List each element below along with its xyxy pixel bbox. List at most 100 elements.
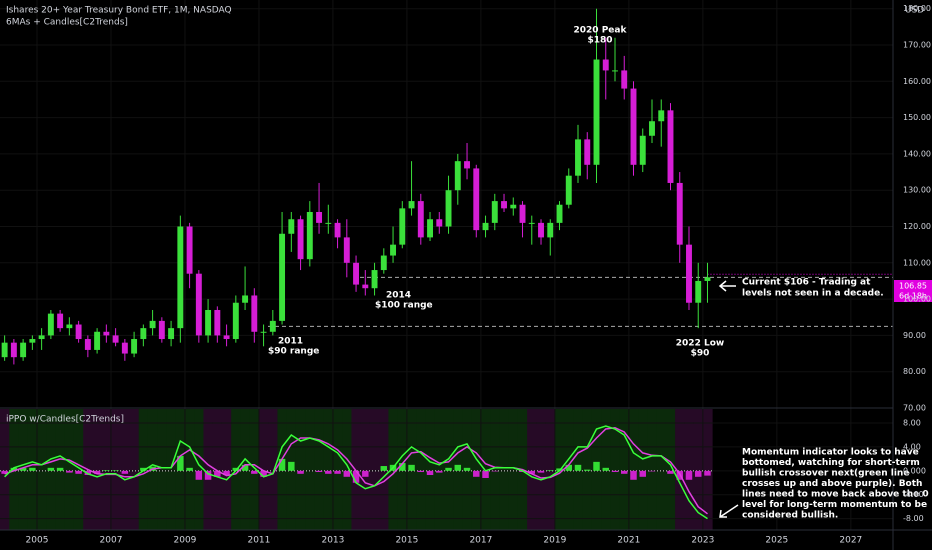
candle-body: [242, 295, 249, 303]
histogram-bar: [47, 467, 55, 471]
trend-zone: [369, 409, 380, 530]
candle-body: [399, 208, 406, 245]
candle-body: [380, 255, 387, 271]
annotation: levels not seen in a decade.: [742, 289, 884, 299]
trend-zone: [536, 409, 547, 530]
candle-body: [103, 331, 110, 336]
trend-zone: [110, 409, 121, 530]
candle-body: [140, 328, 147, 340]
candle-body: [667, 110, 674, 183]
histogram-bar: [352, 470, 360, 483]
histogram-bar: [325, 470, 332, 474]
candle-body: [10, 342, 17, 358]
trend-zone: [194, 409, 204, 530]
candle-body: [464, 161, 470, 169]
histogram-bar: [186, 467, 193, 471]
histogram-bar: [602, 467, 609, 471]
candle-body: [445, 190, 452, 227]
histogram-bar: [491, 470, 499, 472]
trend-zone: [221, 409, 232, 530]
note-line: lines need to move back above the 0: [742, 490, 929, 500]
histogram-bar: [278, 458, 286, 471]
trend-zone: [471, 409, 482, 530]
trend-zone: [675, 409, 685, 530]
y-tick-label: 180.00: [903, 4, 931, 13]
trend-zone: [416, 409, 426, 530]
annotation: $180: [587, 36, 612, 46]
candle-body: [1, 342, 8, 358]
trend-zone: [610, 409, 621, 530]
trend-zone: [508, 409, 519, 530]
histogram-bar: [232, 467, 240, 471]
candle-body: [343, 237, 350, 263]
y-tick-label: 0.000: [903, 466, 926, 475]
chart-title: Ishares 20+ Year Treasury Bond ETF, 1M, …: [6, 6, 232, 16]
x-tick-label: 2021: [617, 536, 640, 546]
candle-body: [195, 273, 202, 336]
histogram-bar: [621, 470, 628, 474]
candle-body: [390, 244, 397, 256]
trend-zone: [129, 409, 140, 530]
histogram-bar: [639, 470, 646, 477]
x-tick-label: 2005: [26, 536, 49, 546]
candle-body: [288, 219, 295, 234]
histogram-bar: [565, 464, 572, 471]
candle-body: [371, 270, 378, 289]
histogram-bar: [426, 470, 434, 476]
trend-zone: [314, 409, 325, 530]
candle-body: [658, 110, 665, 122]
candle-body: [491, 201, 498, 223]
trend-zone: [157, 409, 167, 530]
candle-body: [417, 201, 424, 238]
histogram-bar: [648, 470, 656, 472]
trend-zone: [249, 409, 260, 530]
note-line: bottomed, watching for short-term: [742, 458, 920, 468]
candle-body: [501, 201, 507, 209]
candle-body: [547, 222, 554, 238]
note-line: level for long-term momentum to be: [742, 500, 927, 510]
countdown: 6d 18h: [899, 292, 927, 301]
candle-body: [214, 309, 221, 336]
candle-body: [649, 121, 655, 136]
candle-body: [602, 59, 609, 71]
x-tick-label: 2013: [321, 536, 344, 546]
y-tick-label: 4.00: [903, 442, 921, 451]
candle-body: [297, 219, 304, 260]
histogram-bar: [112, 470, 119, 471]
trend-zone: [323, 409, 334, 530]
candle-body: [353, 262, 360, 285]
chart-subtitle: 6MAs + Candles[C2Trends]: [6, 18, 128, 28]
trend-zone: [545, 409, 556, 530]
trend-zone: [351, 409, 362, 530]
candle-body: [306, 211, 313, 260]
trend-zone: [0, 409, 10, 530]
trend-zone: [527, 409, 537, 530]
candle-body: [112, 335, 119, 343]
candle-body: [121, 342, 128, 354]
candle-body: [251, 295, 258, 332]
candle-body: [482, 222, 489, 231]
trend-zone: [693, 409, 704, 530]
y-tick-label: 8.00: [903, 419, 921, 428]
trend-zone: [305, 409, 315, 530]
histogram-bar: [315, 470, 323, 473]
candle-body: [584, 139, 591, 165]
candle-body: [279, 233, 286, 321]
candle-body: [408, 201, 415, 209]
histogram-bar: [528, 470, 536, 474]
y-tick-label: 140.00: [903, 149, 931, 158]
x-tick-label: 2025: [765, 536, 788, 546]
candle-body: [325, 222, 332, 224]
histogram-bar: [537, 470, 545, 473]
annotation: 2020 Peak: [574, 26, 628, 36]
note-line: bullish crossover next(green line: [742, 469, 909, 479]
histogram-bar: [463, 467, 471, 471]
candle-body: [94, 331, 101, 350]
price-label-box: [894, 280, 932, 302]
trend-zone: [101, 409, 112, 530]
note-line: considered bullish.: [742, 511, 838, 521]
histogram-bar: [473, 470, 480, 477]
histogram-bar: [417, 470, 425, 473]
y-tick-label: 80.00: [903, 367, 926, 376]
